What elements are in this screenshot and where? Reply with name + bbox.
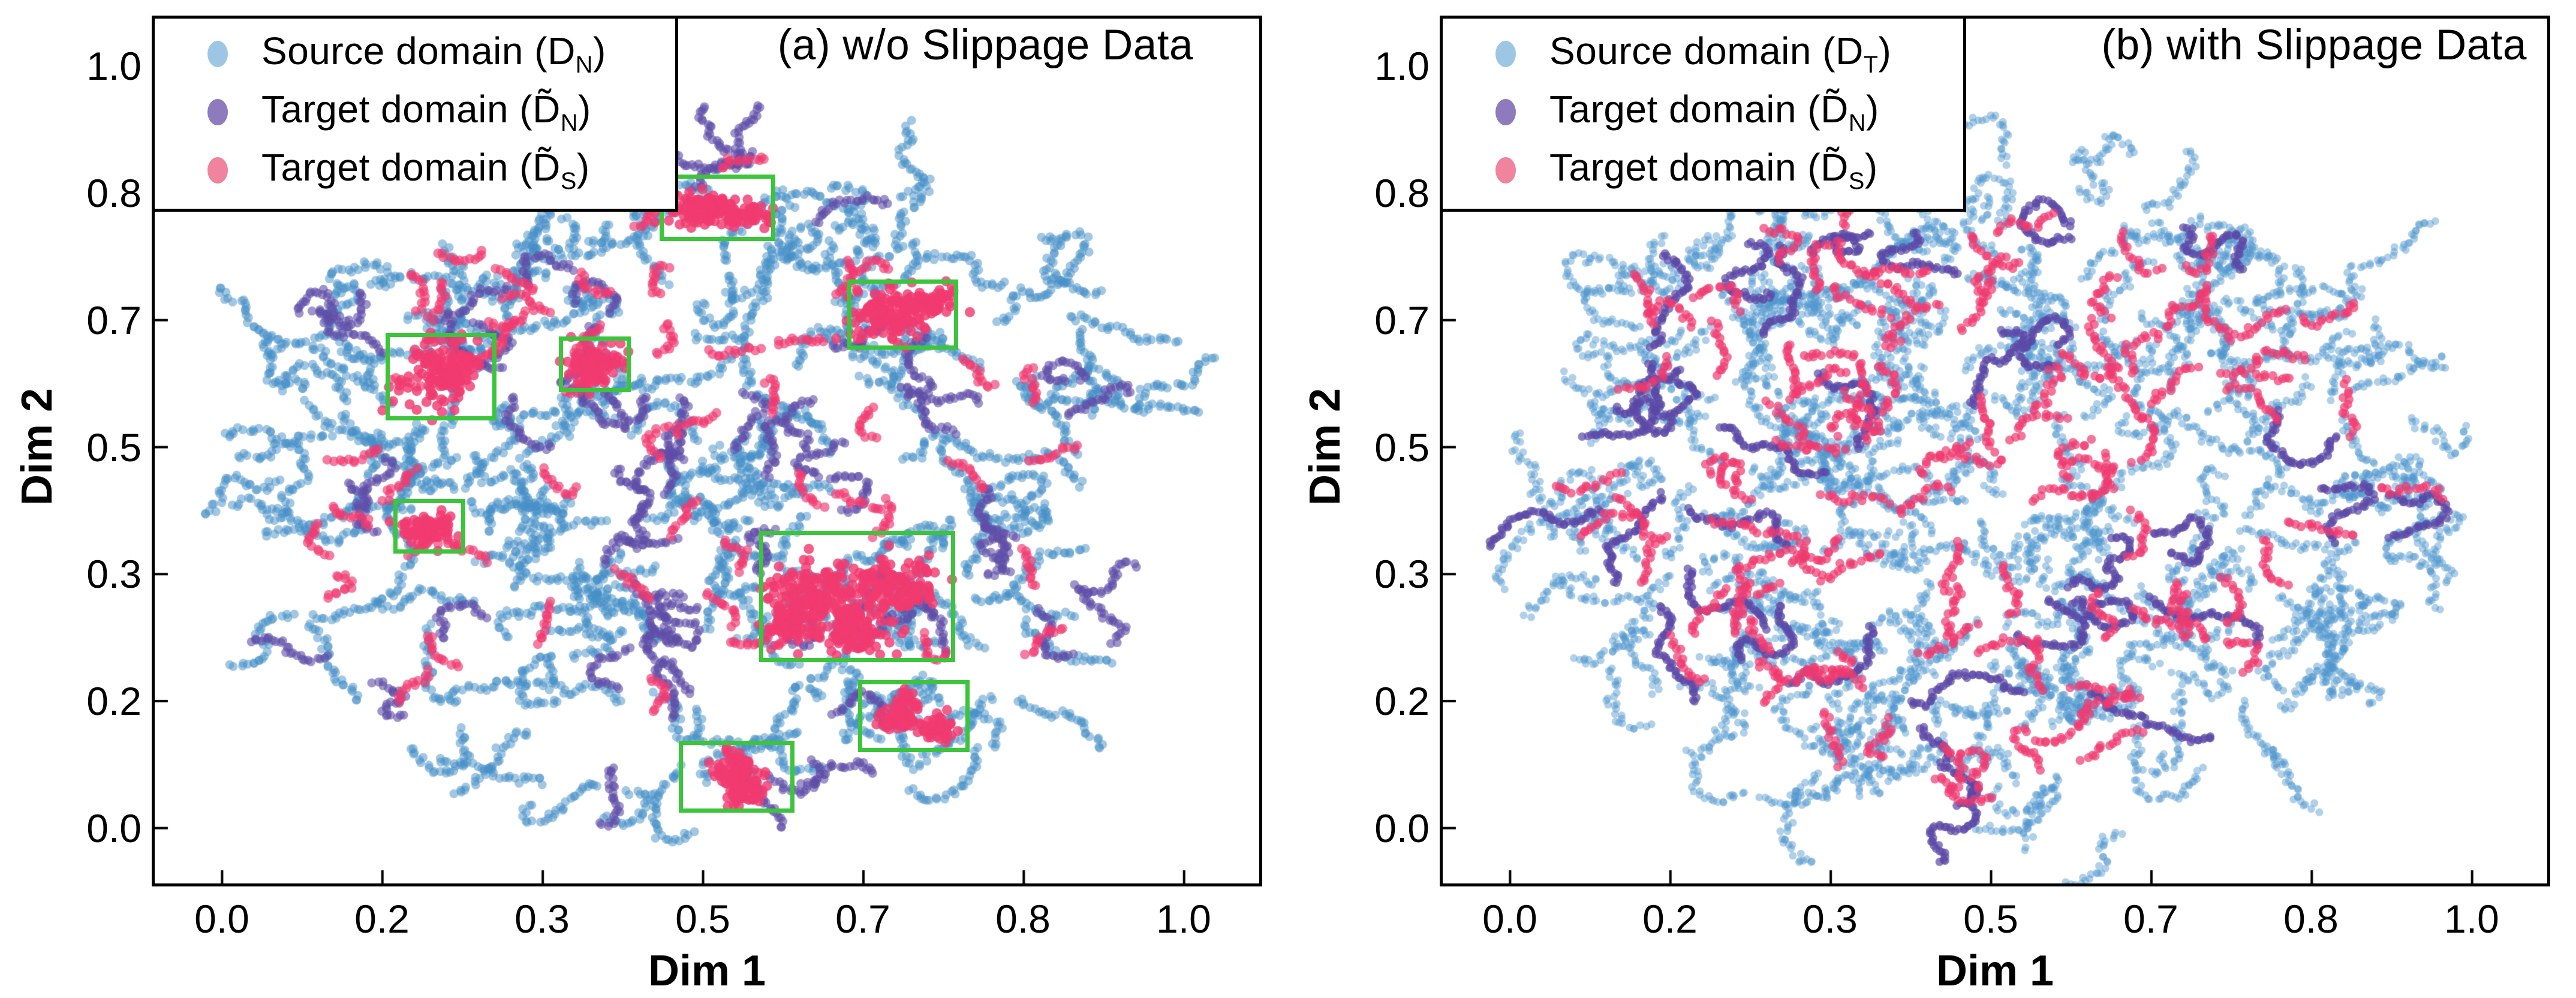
legend: Source domain (DT) Target domain (D̃N) T… [1440,16,1966,212]
x-tick-label: 0.3 [1802,897,1858,941]
legend-label-subscript: N [1848,109,1867,136]
legend-item-target-slippage: Target domain (D̃S) [155,141,675,199]
panel-b: Dim 2 0.0 0.2 0.3 0.5 0.7 0.8 1.0 Source… [1288,0,2576,998]
y-tick-label: 1.0 [86,44,142,88]
legend-marker-target-normal [207,98,228,125]
y-tick-label: 0.2 [1374,679,1430,723]
legend-item-target-normal: Target domain (D̃N) [1443,83,1963,141]
panel-title: (a) w/o Slippage Data [777,22,1193,69]
slippage-highlight-box [857,680,970,752]
slippage-highlight-box [759,531,955,662]
y-tick-label: 0.8 [1374,171,1430,215]
y-tick-label: 0.8 [86,171,142,215]
slippage-highlight-box [386,332,496,421]
y-tick-label: 1.0 [1374,44,1430,88]
legend-label: Source domain (DN) [261,29,606,78]
legend: Source domain (DN) Target domain (D̃N) T… [152,16,678,212]
x-tick-label: 0.5 [675,897,730,941]
legend-item-target-normal: Target domain (D̃N) [155,83,675,141]
legend-label-subscript: T [1863,51,1879,78]
x-tick-label: 0.8 [2283,897,2339,941]
y-tick-label: 0.0 [1374,806,1430,850]
legend-item-target-slippage: Target domain (D̃S) [1443,141,1963,199]
y-tick-label: 0.7 [1374,298,1430,342]
legend-item-source: Source domain (DN) [155,25,675,83]
legend-marker-source [1495,40,1516,67]
x-tick-label: 0.2 [1642,897,1698,941]
legend-label: Target domain (D̃S) [1549,146,1878,194]
y-tick-label: 0.5 [1374,425,1430,470]
y-tick-label: 0.3 [1374,552,1430,596]
y-tick-label: 0.5 [86,425,142,470]
legend-marker-target-slippage [1495,157,1516,184]
slippage-highlight-box [558,336,631,393]
legend-marker-target-slippage [207,157,228,184]
legend-label: Source domain (DT) [1549,29,1892,78]
x-tick-label: 0.0 [194,897,249,941]
y-tick-label: 0.3 [86,552,142,596]
x-tick-label: 0.5 [1963,897,2018,941]
legend-label: Target domain (D̃N) [261,88,591,136]
panel-a: Dim 2 0.0 0.2 0.3 0.5 0.7 0.8 1.0 Source… [13,16,1262,995]
x-tick-label: 0.7 [835,897,890,941]
plot-area: Source domain (DT) Target domain (D̃N) T… [1440,16,2550,886]
plot-area: Source domain (DN) Target domain (D̃N) T… [152,16,1262,886]
panel-title: (b) with Slippage Data [2101,22,2527,69]
x-tick-label: 0.2 [354,897,410,941]
y-tick-label: 0.0 [86,806,142,850]
x-tick-label: 0.7 [2123,897,2178,941]
x-axis-label: Dim 1 [648,947,766,995]
y-tick-label: 0.7 [86,298,142,342]
legend-label-subscript: S [1848,167,1865,194]
x-tick-label: 0.3 [514,897,570,941]
legend-label-subscript: N [560,109,579,136]
legend-label-subscript: N [575,51,593,78]
x-axis-label: Dim 1 [1936,947,2054,995]
slippage-highlight-box [679,740,795,813]
slippage-highlight-box [393,498,466,554]
legend-label: Target domain (D̃N) [1549,88,1879,136]
legend-label: Target domain (D̃S) [261,146,590,194]
y-tick-label: 0.2 [86,679,142,723]
x-tick-label: 0.0 [1482,897,1537,941]
legend-marker-source [207,40,228,67]
x-tick-label: 0.8 [995,897,1051,941]
x-tick-label: 1.0 [2444,897,2499,941]
x-tick-label: 1.0 [1156,897,1211,941]
legend-item-source: Source domain (DT) [1443,25,1963,83]
legend-label-subscript: S [560,167,577,194]
slippage-highlight-box [847,279,958,350]
legend-marker-target-normal [1495,98,1516,125]
